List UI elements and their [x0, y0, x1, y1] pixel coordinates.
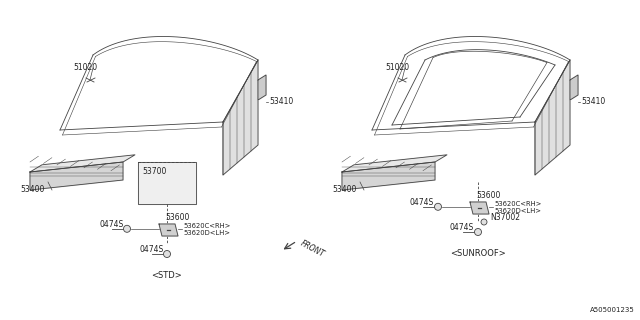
Polygon shape [342, 155, 447, 172]
Text: 53620D<LH>: 53620D<LH> [494, 208, 541, 214]
Text: 0474S: 0474S [410, 198, 435, 207]
Circle shape [124, 225, 131, 232]
Text: 53410: 53410 [581, 98, 605, 107]
Text: 53400: 53400 [332, 186, 356, 195]
Polygon shape [470, 202, 489, 214]
Polygon shape [159, 224, 178, 236]
Text: FRONT: FRONT [299, 239, 326, 259]
Text: 53600: 53600 [476, 191, 500, 201]
Text: 53410: 53410 [269, 98, 293, 107]
Text: 0474S: 0474S [139, 245, 163, 254]
Circle shape [481, 219, 487, 225]
Circle shape [435, 203, 442, 210]
Text: 53700: 53700 [142, 167, 166, 176]
Circle shape [163, 251, 170, 258]
Text: 53620C<RH>: 53620C<RH> [183, 223, 230, 229]
Text: 53600: 53600 [165, 213, 189, 222]
Text: <SUNROOF>: <SUNROOF> [450, 250, 506, 259]
Polygon shape [30, 162, 123, 190]
Polygon shape [535, 60, 570, 175]
Polygon shape [342, 162, 435, 190]
Polygon shape [138, 162, 196, 204]
Text: <STD>: <STD> [152, 271, 182, 281]
Polygon shape [570, 75, 578, 100]
Polygon shape [223, 60, 258, 175]
Polygon shape [30, 155, 135, 172]
Text: 53400: 53400 [20, 186, 44, 195]
Text: 53620D<LH>: 53620D<LH> [183, 230, 230, 236]
Text: A505001235: A505001235 [590, 307, 635, 313]
Text: 51020: 51020 [385, 63, 409, 73]
Text: 0474S: 0474S [450, 223, 474, 233]
Text: N37002: N37002 [490, 213, 520, 222]
Text: 0474S: 0474S [99, 220, 124, 229]
Text: 53620C<RH>: 53620C<RH> [494, 201, 541, 207]
Text: 51020: 51020 [73, 63, 97, 73]
Polygon shape [258, 75, 266, 100]
Circle shape [474, 228, 481, 236]
